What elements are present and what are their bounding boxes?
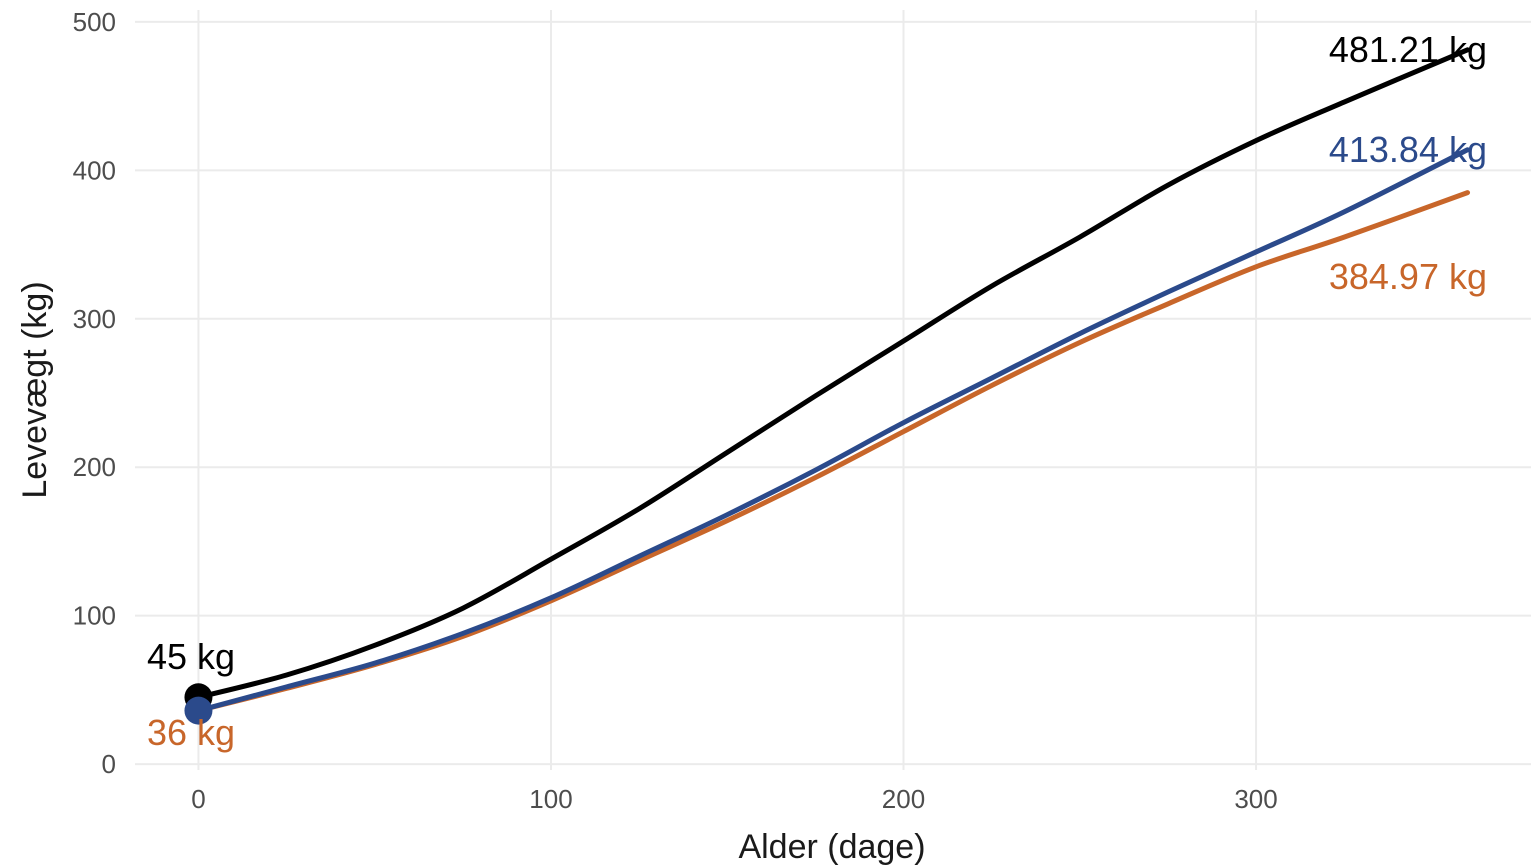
series-line-black xyxy=(195,47,1471,700)
x-tick-label: 200 xyxy=(882,784,925,814)
series-line-blue xyxy=(195,147,1471,714)
y-tick-label: 200 xyxy=(73,452,116,482)
ticks-group: 0 100 200 300 400 500 0 100 200 300 xyxy=(73,7,1278,814)
start-label-black: 45 kg xyxy=(147,636,235,677)
x-axis-title: Alder (dage) xyxy=(738,828,925,866)
series-group xyxy=(195,47,1471,714)
end-labels-group: 481.21 kg 413.84 kg 384.97 kg 45 kg 36 kg xyxy=(147,29,1487,753)
series-line-orange xyxy=(195,190,1471,714)
points-group xyxy=(184,683,213,725)
start-point-blue xyxy=(184,696,213,725)
y-tick-label: 500 xyxy=(73,7,116,37)
start-label-orange: 36 kg xyxy=(147,712,235,753)
y-tick-label: 0 xyxy=(102,749,116,779)
end-label-orange: 384.97 kg xyxy=(1329,256,1487,297)
y-tick-label: 400 xyxy=(73,155,116,185)
x-tick-label: 100 xyxy=(529,784,572,814)
y-tick-label: 300 xyxy=(73,304,116,334)
x-tick-label: 300 xyxy=(1234,784,1277,814)
end-label-black: 481.21 kg xyxy=(1329,29,1487,70)
y-axis-title: Levevægt (kg) xyxy=(16,281,54,498)
end-label-blue: 413.84 kg xyxy=(1329,129,1487,170)
x-tick-label: 0 xyxy=(191,784,205,814)
y-tick-label: 100 xyxy=(73,601,116,631)
